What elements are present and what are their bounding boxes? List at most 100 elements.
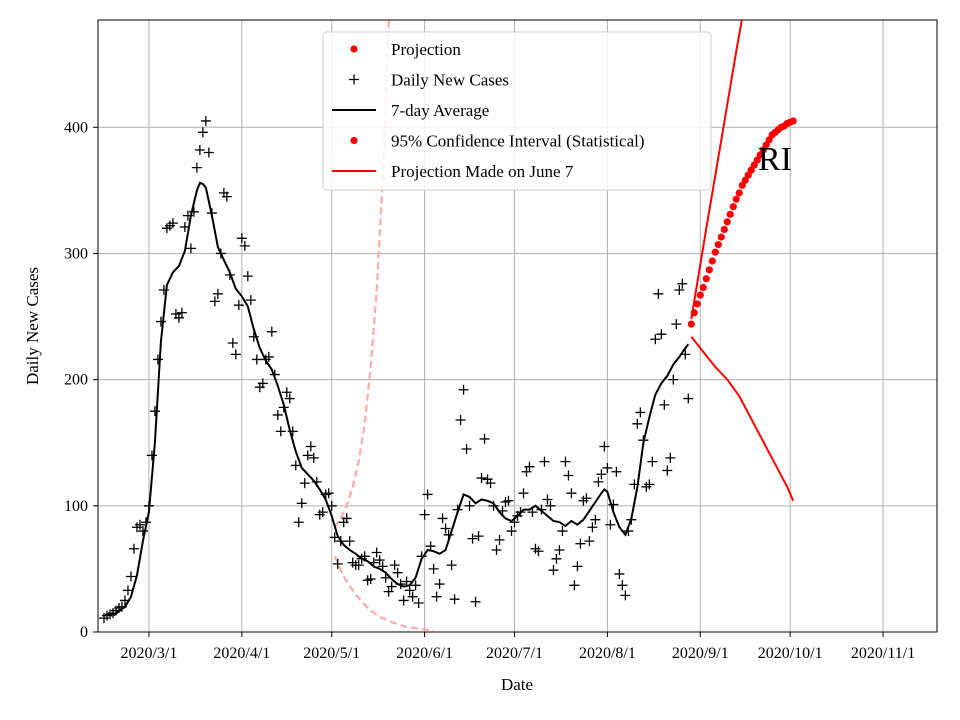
daily-case-marker	[134, 519, 145, 530]
daily-case-marker	[632, 418, 643, 429]
daily-case-marker	[302, 450, 313, 461]
daily-case-marker	[461, 444, 472, 455]
daily-case-marker	[392, 567, 403, 578]
daily-case-marker	[233, 300, 244, 311]
daily-case-marker	[293, 517, 304, 528]
daily-case-marker	[146, 450, 157, 461]
daily-case-marker	[257, 378, 268, 389]
daily-case-marker	[152, 354, 163, 365]
daily-case-marker	[434, 579, 445, 590]
daily-case-marker	[281, 387, 292, 398]
daily-case-marker	[317, 507, 328, 518]
daily-case-marker	[236, 233, 247, 244]
daily-case-marker	[185, 243, 196, 254]
daily-case-marker	[476, 473, 487, 484]
legend-marker-plus	[349, 74, 359, 85]
projection-dot	[723, 218, 731, 226]
legend-marker-dot	[350, 45, 358, 53]
legend-marker-dot	[350, 136, 358, 145]
daily-case-marker	[479, 433, 490, 444]
legend-label: 95% Confidence Interval (Statistical)	[391, 132, 645, 151]
daily-case-marker	[167, 218, 178, 229]
daily-case-marker	[149, 406, 160, 417]
daily-case-marker	[266, 326, 277, 337]
daily-case-marker	[617, 580, 628, 591]
daily-case-marker	[197, 127, 208, 138]
daily-case-marker	[410, 580, 421, 591]
y-tick-label: 100	[64, 498, 88, 515]
daily-case-marker	[332, 558, 343, 569]
daily-case-marker	[413, 597, 424, 608]
daily-case-marker	[644, 479, 655, 490]
projection-dot	[687, 320, 695, 328]
daily-case-marker	[563, 470, 574, 481]
x-tick-label: 2020/6/1	[396, 645, 453, 662]
daily-case-marker	[173, 312, 184, 323]
daily-case-marker	[296, 498, 307, 509]
y-tick-label: 0	[80, 624, 88, 641]
daily-case-marker	[605, 519, 616, 530]
daily-case-marker	[674, 285, 685, 296]
daily-case-marker	[404, 585, 415, 596]
daily-case-marker	[599, 441, 610, 452]
daily-case-marker	[398, 595, 409, 606]
daily-case-marker	[656, 329, 667, 340]
daily-case-marker	[494, 534, 505, 545]
daily-case-marker	[428, 563, 439, 574]
daily-case-marker	[125, 571, 136, 582]
projection-dot	[735, 189, 743, 197]
legend-label: Projection	[391, 40, 461, 59]
daily-case-marker	[422, 489, 433, 500]
daily-case-marker	[503, 495, 514, 506]
ci-upper-line	[690, 20, 743, 320]
daily-case-marker	[383, 586, 394, 597]
daily-case-marker	[548, 565, 559, 576]
daily-case-marker	[542, 494, 553, 505]
y-tick-label: 300	[64, 245, 88, 262]
daily-case-marker	[371, 547, 382, 558]
daily-case-marker	[299, 478, 310, 489]
projection-dot	[714, 241, 722, 249]
daily-case-marker	[539, 456, 550, 467]
daily-case-marker	[389, 560, 400, 571]
daily-case-marker	[572, 561, 583, 572]
daily-case-marker	[419, 509, 430, 520]
projection-dot	[717, 233, 725, 241]
daily-case-marker	[386, 581, 397, 592]
daily-case-marker	[200, 115, 211, 126]
daily-case-marker	[665, 452, 676, 463]
daily-case-marker	[284, 393, 295, 404]
daily-case-marker	[473, 531, 484, 542]
daily-case-marker	[365, 574, 376, 585]
projection-dot	[690, 309, 698, 317]
daily-case-marker	[554, 544, 565, 555]
daily-case-marker	[662, 465, 673, 476]
daily-case-marker	[650, 334, 661, 345]
daily-case-marker	[677, 278, 688, 289]
projection-dot	[726, 210, 734, 218]
daily-case-marker	[227, 338, 238, 349]
daily-case-marker	[245, 295, 256, 306]
legend-label: 7-day Average	[391, 101, 489, 120]
daily-case-marker	[203, 147, 214, 158]
projection-dot	[732, 195, 740, 203]
legend-label: Projection Made on June 7	[391, 162, 574, 181]
daily-case-marker	[551, 553, 562, 564]
x-tick-label: 2020/11/1	[851, 645, 915, 662]
daily-case-marker	[575, 538, 586, 549]
projection-dot	[693, 300, 701, 308]
axis-ticks: 2020/3/1 2020/4/1 2020/5/1 2020/6/1 2020/7/1…	[64, 119, 915, 662]
daily-case-marker	[533, 546, 544, 557]
state-annotation: RI	[758, 141, 792, 178]
daily-case-marker	[242, 271, 253, 282]
daily-case-marker	[353, 560, 364, 571]
daily-case-marker	[380, 572, 391, 583]
daily-case-marker	[230, 349, 241, 360]
daily-case-marker	[560, 456, 571, 467]
x-tick-label: 2020/8/1	[579, 645, 636, 662]
daily-case-marker	[407, 591, 418, 602]
daily-case-marker	[425, 541, 436, 552]
x-tick-label: 2020/5/1	[303, 645, 360, 662]
daily-case-marker	[602, 462, 613, 473]
legend-label: Daily New Cases	[391, 71, 509, 90]
